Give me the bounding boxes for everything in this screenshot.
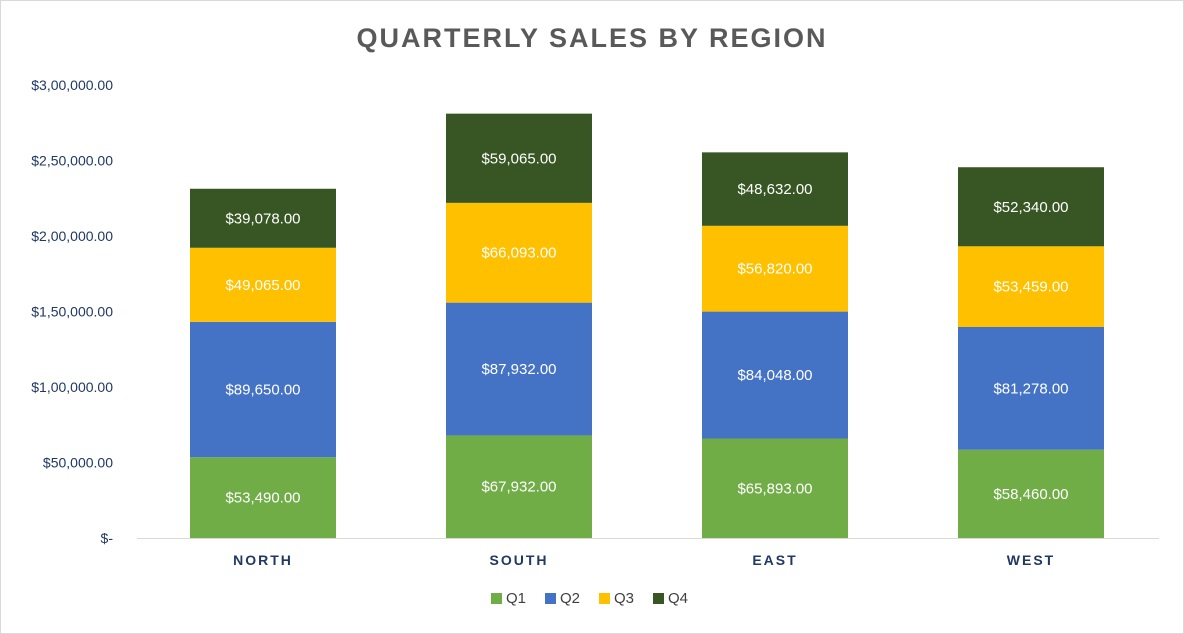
bar-segment (702, 225, 848, 312)
data-label: $89,650.00 (225, 382, 300, 399)
bar-segment (190, 321, 336, 458)
x-tick-label: EAST (752, 552, 797, 568)
x-tick-label: NORTH (233, 552, 293, 568)
legend-label: Q3 (614, 590, 634, 607)
data-label: $52,340.00 (993, 199, 1068, 216)
data-label: $81,278.00 (993, 380, 1068, 397)
data-label: $56,820.00 (737, 261, 812, 278)
data-label: $39,078.00 (225, 210, 300, 227)
x-tick-label: WEST (1007, 552, 1055, 568)
bar-segment (446, 435, 592, 538)
legend-label: Q1 (506, 590, 526, 607)
bar-segment (958, 326, 1104, 450)
data-label: $65,893.00 (737, 480, 812, 497)
data-label: $67,932.00 (481, 479, 556, 496)
legend-swatch (491, 593, 502, 604)
bar-segment (446, 302, 592, 436)
data-label: $53,459.00 (993, 279, 1068, 296)
y-tick-label: $1,50,000.00 (31, 304, 113, 320)
x-tick-label: SOUTH (490, 552, 549, 568)
y-tick-label: $2,00,000.00 (31, 228, 113, 244)
bar-segment (702, 311, 848, 439)
bar-segment (958, 246, 1104, 327)
y-tick-label: $2,50,000.00 (31, 153, 113, 169)
bar-segment (190, 188, 336, 248)
legend-swatch (653, 593, 664, 604)
bar-segment (702, 438, 848, 538)
legend-swatch (599, 593, 610, 604)
bar-segment (190, 457, 336, 538)
bar-segment (190, 247, 336, 322)
y-tick-label: $50,000.00 (43, 455, 113, 471)
data-label: $53,490.00 (225, 490, 300, 507)
data-label: $87,932.00 (481, 361, 556, 378)
y-tick-label: $1,00,000.00 (31, 379, 113, 395)
legend-swatch (545, 593, 556, 604)
bar-segment (446, 113, 592, 203)
bar-segment (958, 167, 1104, 247)
data-label: $66,093.00 (481, 245, 556, 262)
y-tick-label: $3,00,000.00 (31, 77, 113, 93)
legend-label: Q4 (668, 590, 688, 607)
legend-label: Q2 (560, 590, 580, 607)
data-label: $59,065.00 (481, 150, 556, 167)
data-label: $58,460.00 (993, 486, 1068, 503)
data-label: $84,048.00 (737, 367, 812, 384)
bar-segment (702, 152, 848, 226)
data-label: $49,065.00 (225, 277, 300, 294)
y-tick-label: $- (101, 530, 114, 546)
data-label: $48,632.00 (737, 181, 812, 198)
chart-title: QUARTERLY SALES BY REGION (356, 23, 828, 53)
bar-segment (446, 202, 592, 303)
bar-segment (958, 449, 1104, 538)
